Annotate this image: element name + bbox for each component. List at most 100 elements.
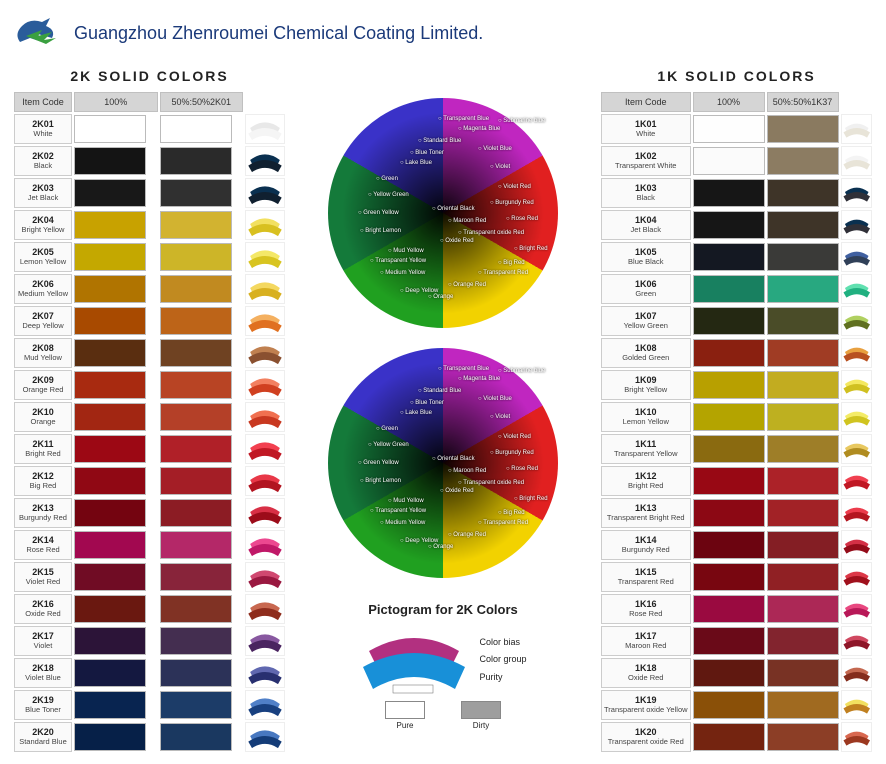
code-cell: 2K08Mud Yellow [14, 338, 72, 368]
wheel-label: Orange Red [448, 532, 486, 538]
wheel-label: Maroon Red [448, 468, 486, 474]
swatch-row: 2K08Mud Yellow [14, 338, 285, 368]
code-cell: 2K07Deep Yellow [14, 306, 72, 336]
swatch-50 [160, 722, 244, 752]
pictogram-icon [841, 114, 872, 144]
swatch-row: 2K12Big Red [14, 466, 285, 496]
swatch-100 [74, 594, 158, 624]
code-cell: 2K10Orange [14, 402, 72, 432]
swatch-50 [160, 402, 244, 432]
label-pure: Pure [385, 721, 425, 730]
header: Guangzhou Zhenroumei Chemical Coating Li… [12, 16, 874, 50]
swatch-50 [767, 722, 839, 752]
swatch-50 [767, 114, 839, 144]
swatch-row: 2K07Deep Yellow [14, 306, 285, 336]
code-cell: 2K03Jet Black [14, 178, 72, 208]
swatch-100 [693, 434, 765, 464]
wheel-label: Blue Toner [410, 400, 444, 406]
pictogram-icon [245, 338, 285, 368]
swatch-100 [693, 178, 765, 208]
th-code: Item Code [14, 92, 72, 112]
right-table: 1K SOLID COLORS Item Code 100% 50%:50%1K… [599, 68, 874, 754]
swatch-50 [160, 370, 244, 400]
wheel-label: Transparent Yellow [370, 508, 426, 514]
pictogram-icon [245, 690, 285, 720]
swatch-row: 1K16Rose Red [601, 594, 872, 624]
swatch-50 [160, 530, 244, 560]
swatch-50 [160, 242, 244, 272]
pictogram-icon [245, 594, 285, 624]
wheel-label: Magenta Blue [458, 126, 500, 132]
code-cell: 1K12Bright Red [601, 466, 691, 496]
wheel-label: Submarine blue [498, 368, 545, 374]
pictogram-icon [245, 562, 285, 592]
code-cell: 1K18Oxide Red [601, 658, 691, 688]
wheel-label: Bright Red [514, 246, 548, 252]
code-cell: 1K09Bright Yellow [601, 370, 691, 400]
pictogram-icon [245, 242, 285, 272]
wheel-label: Medium Yellow [380, 520, 425, 526]
code-cell: 2K04Bright Yellow [14, 210, 72, 240]
wheel-label: Lake Blue [400, 160, 432, 166]
swatch-50 [767, 242, 839, 272]
swatch-row: 1K17Maroon Red [601, 626, 872, 656]
th-100: 100% [74, 92, 158, 112]
pictogram-icon [841, 146, 872, 176]
pictogram-icon [245, 210, 285, 240]
swatch-row: 1K08Golded Green [601, 338, 872, 368]
swatch-row: 1K14Burgundy Red [601, 530, 872, 560]
label-group: Color group [479, 651, 526, 668]
swatch-100 [74, 178, 158, 208]
swatch-50 [160, 306, 244, 336]
swatch-100 [74, 466, 158, 496]
pictogram-icon [245, 114, 285, 144]
swatch-50 [160, 626, 244, 656]
pictogram-legend: Pictogram for 2K Colors Color bias Color… [328, 602, 558, 730]
pictogram-icon [841, 722, 872, 752]
swatch-row: 1K19Transparent oxide Yellow [601, 690, 872, 720]
wheel-label: Violet Red [498, 434, 531, 440]
swatch-100 [693, 466, 765, 496]
swatch-50 [767, 210, 839, 240]
swatch-row: 2K16Oxide Red [14, 594, 285, 624]
pictogram-icon [841, 402, 872, 432]
pictogram-icon [841, 274, 872, 304]
swatch-row: 1K05Blue Black [601, 242, 872, 272]
swatch-50 [767, 658, 839, 688]
code-cell: 1K06Green [601, 274, 691, 304]
swatch-row: 1K09Bright Yellow [601, 370, 872, 400]
code-cell: 2K14Rose Red [14, 530, 72, 560]
swatch-100 [74, 562, 158, 592]
pictogram-icon [841, 658, 872, 688]
swatch-100 [693, 498, 765, 528]
code-cell: 2K05Lemon Yellow [14, 242, 72, 272]
wheel-label: Rose Red [506, 466, 538, 472]
swatch-50 [160, 434, 244, 464]
wheel-label: Yellow Green [368, 442, 409, 448]
swatch-row: 2K04Bright Yellow [14, 210, 285, 240]
swatch-50 [160, 690, 244, 720]
code-cell: 2K18Violet Blue [14, 658, 72, 688]
wheel-label: Oriental Black [432, 456, 475, 462]
pictogram-icon [841, 178, 872, 208]
wheel-label: Transparent Blue [438, 366, 489, 372]
swatch-100 [693, 338, 765, 368]
swatch-50 [767, 146, 839, 176]
pictogram-icon [245, 178, 285, 208]
code-cell: 1K04Jet Black [601, 210, 691, 240]
swatch-100 [693, 690, 765, 720]
pictogram-icon [245, 530, 285, 560]
code-cell: 2K02Black [14, 146, 72, 176]
swatch-row: 2K06Medium Yellow [14, 274, 285, 304]
swatch-50 [160, 562, 244, 592]
wheel-label: Blue Toner [410, 150, 444, 156]
swatch-pure [385, 701, 425, 719]
swatch-row: 1K03Black [601, 178, 872, 208]
swatch-row: 2K11Bright Red [14, 434, 285, 464]
swatch-100 [74, 402, 158, 432]
swatch-100 [693, 530, 765, 560]
pictogram-icon [841, 690, 872, 720]
pictogram-icon [245, 466, 285, 496]
code-cell: 1K19Transparent oxide Yellow [601, 690, 691, 720]
code-cell: 1K15Transparent Red [601, 562, 691, 592]
